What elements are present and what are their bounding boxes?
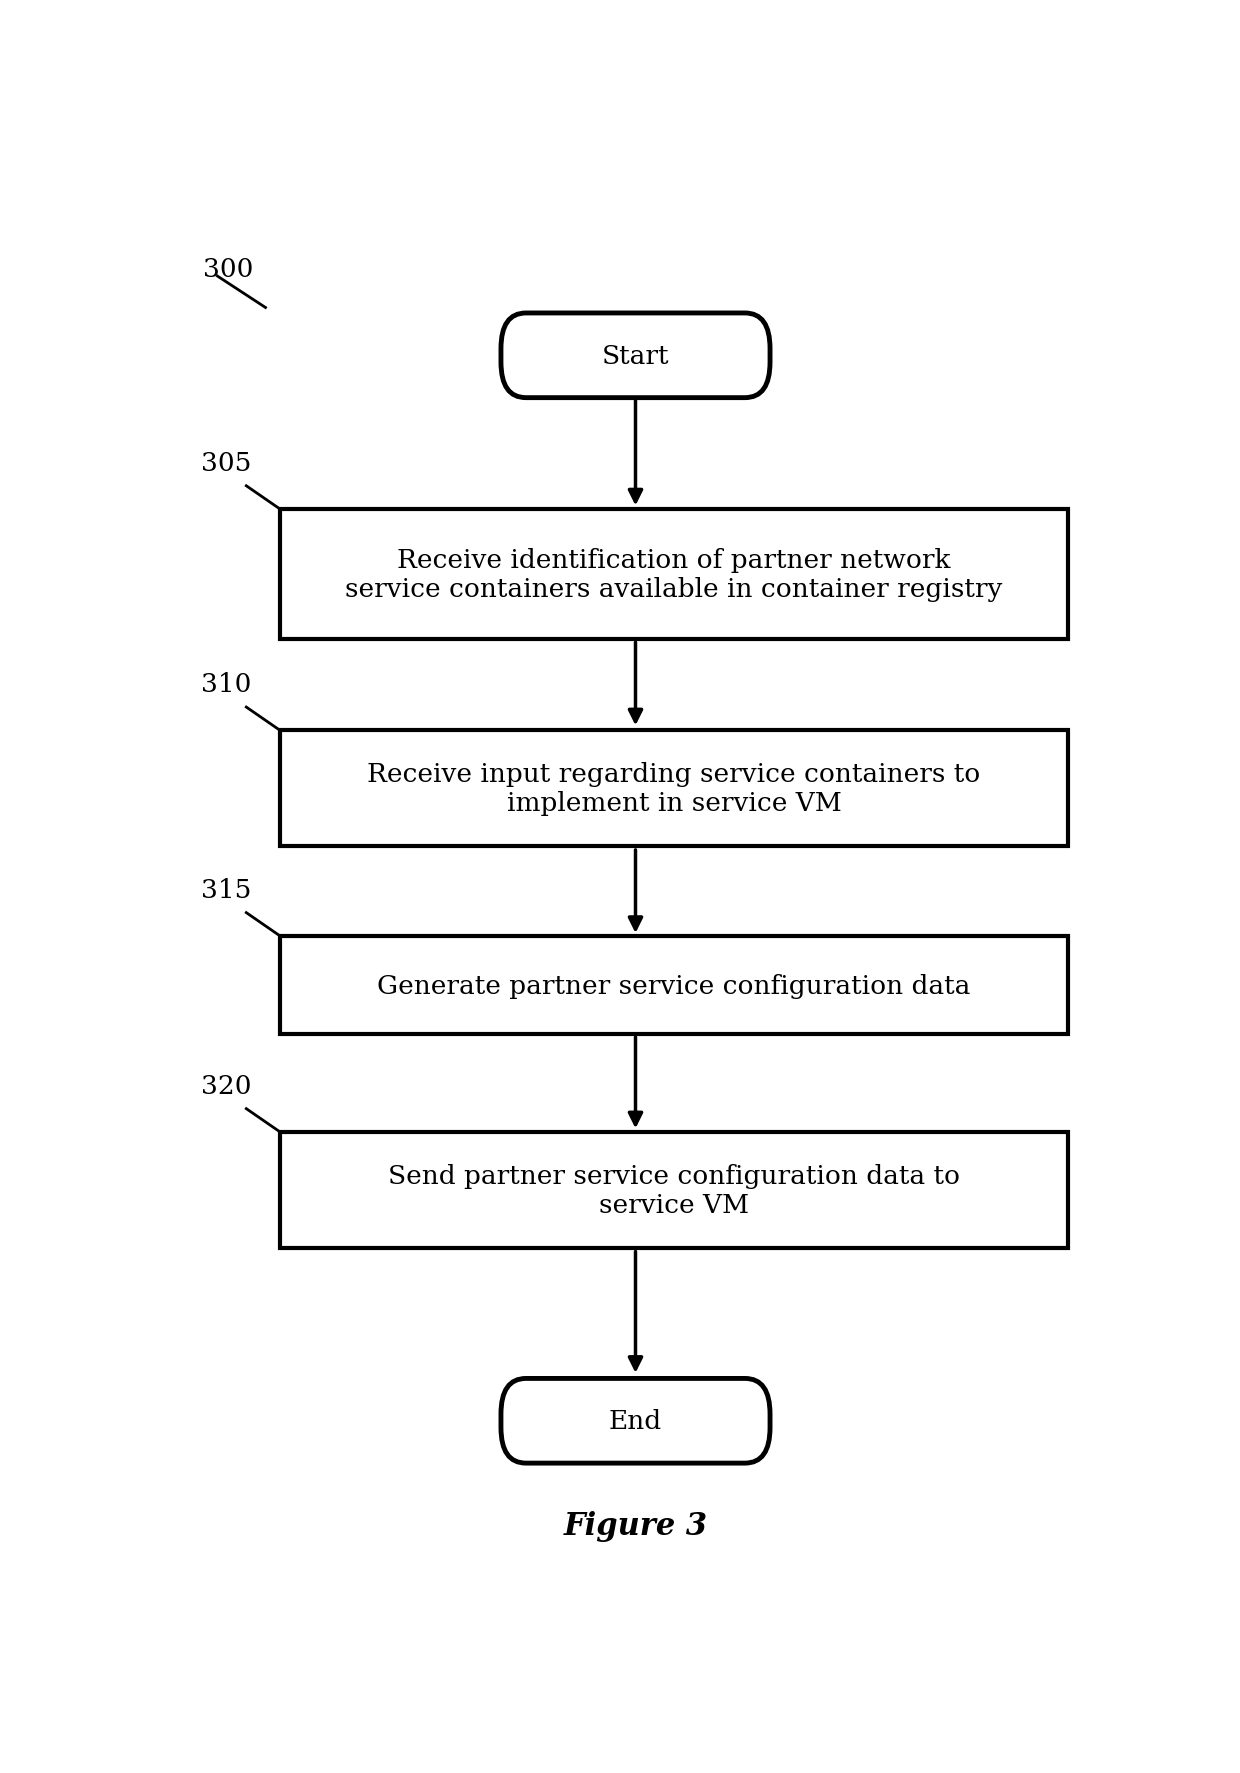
Text: Receive identification of partner network
service containers available in contai: Receive identification of partner networ… [345, 548, 1003, 601]
Bar [280, 936, 1068, 1035]
Bar [280, 1133, 1068, 1248]
FancyBboxPatch shape [501, 1379, 770, 1463]
Text: Send partner service configuration data to
service VM: Send partner service configuration data … [388, 1163, 960, 1218]
Text: 315: 315 [201, 878, 252, 902]
Text: Generate partner service configuration data: Generate partner service configuration d… [377, 973, 971, 998]
Text: 300: 300 [203, 257, 253, 282]
Text: Start: Start [601, 344, 670, 369]
Bar [280, 509, 1068, 640]
Text: Figure 3: Figure 3 [563, 1511, 708, 1541]
Text: End: End [609, 1408, 662, 1433]
FancyBboxPatch shape [501, 314, 770, 399]
Text: 320: 320 [201, 1073, 252, 1097]
Bar [280, 730, 1068, 847]
Text: Receive input regarding service containers to
implement in service VM: Receive input regarding service containe… [367, 762, 981, 816]
Text: 310: 310 [201, 672, 252, 697]
Text: 305: 305 [201, 450, 252, 475]
